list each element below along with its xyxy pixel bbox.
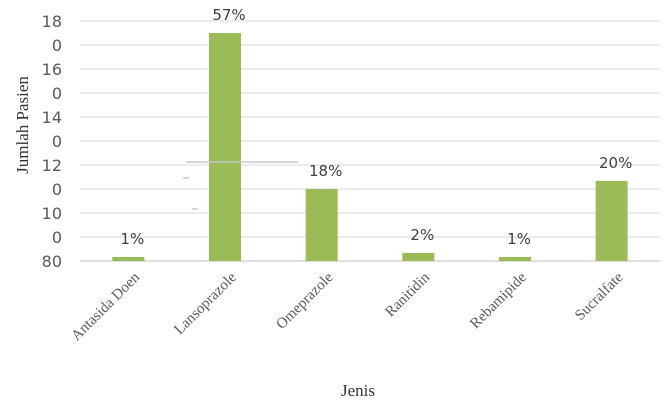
y-tick-label: 0	[52, 84, 62, 103]
data-label: 1%	[507, 230, 531, 248]
x-axis-title: Jenis	[341, 381, 375, 400]
y-tick-label: 10	[42, 204, 62, 223]
y-axis-title: Jumlah Pasien	[13, 76, 32, 174]
y-tick-label: 0	[52, 180, 62, 199]
bar	[402, 253, 435, 261]
gridlines	[80, 20, 660, 262]
y-tick-label: 0	[52, 36, 62, 55]
y-tick-label: 14	[42, 108, 62, 127]
data-label: 20%	[599, 154, 632, 172]
category-labels: Antasida Doen Lansoprazole Omeprazole Ranit…	[69, 269, 627, 344]
data-label: 57%	[212, 6, 245, 24]
data-label: 1%	[120, 230, 144, 248]
y-tick-label: 18	[42, 12, 62, 31]
bars	[112, 33, 628, 261]
bar	[112, 257, 145, 261]
y-tick-label: 0	[52, 132, 62, 151]
bar	[499, 257, 531, 261]
category-label: Antasida Doen	[69, 269, 144, 344]
y-tick-label: 80	[42, 252, 62, 271]
bar	[595, 181, 628, 261]
y-tick-label: 0	[52, 228, 62, 247]
data-labels: 1% 57% 18% 2% 1% 20%	[120, 6, 632, 248]
y-tick-label: 12	[42, 156, 62, 175]
bar	[305, 189, 338, 261]
category-label: Rebamipide	[467, 269, 530, 332]
bar	[209, 33, 241, 261]
category-label: Sucralfate	[572, 269, 627, 324]
category-label: Lansoprazole	[171, 269, 240, 338]
category-label: Ranitidin	[382, 269, 433, 320]
category-label: Omeprazole	[273, 269, 336, 332]
data-label: 2%	[410, 226, 434, 244]
y-tick-labels: 18 0 16 0 14 0 12 0 10 0 80	[42, 12, 62, 271]
y-tick-label: 16	[42, 60, 62, 79]
data-label: 18%	[309, 162, 342, 180]
